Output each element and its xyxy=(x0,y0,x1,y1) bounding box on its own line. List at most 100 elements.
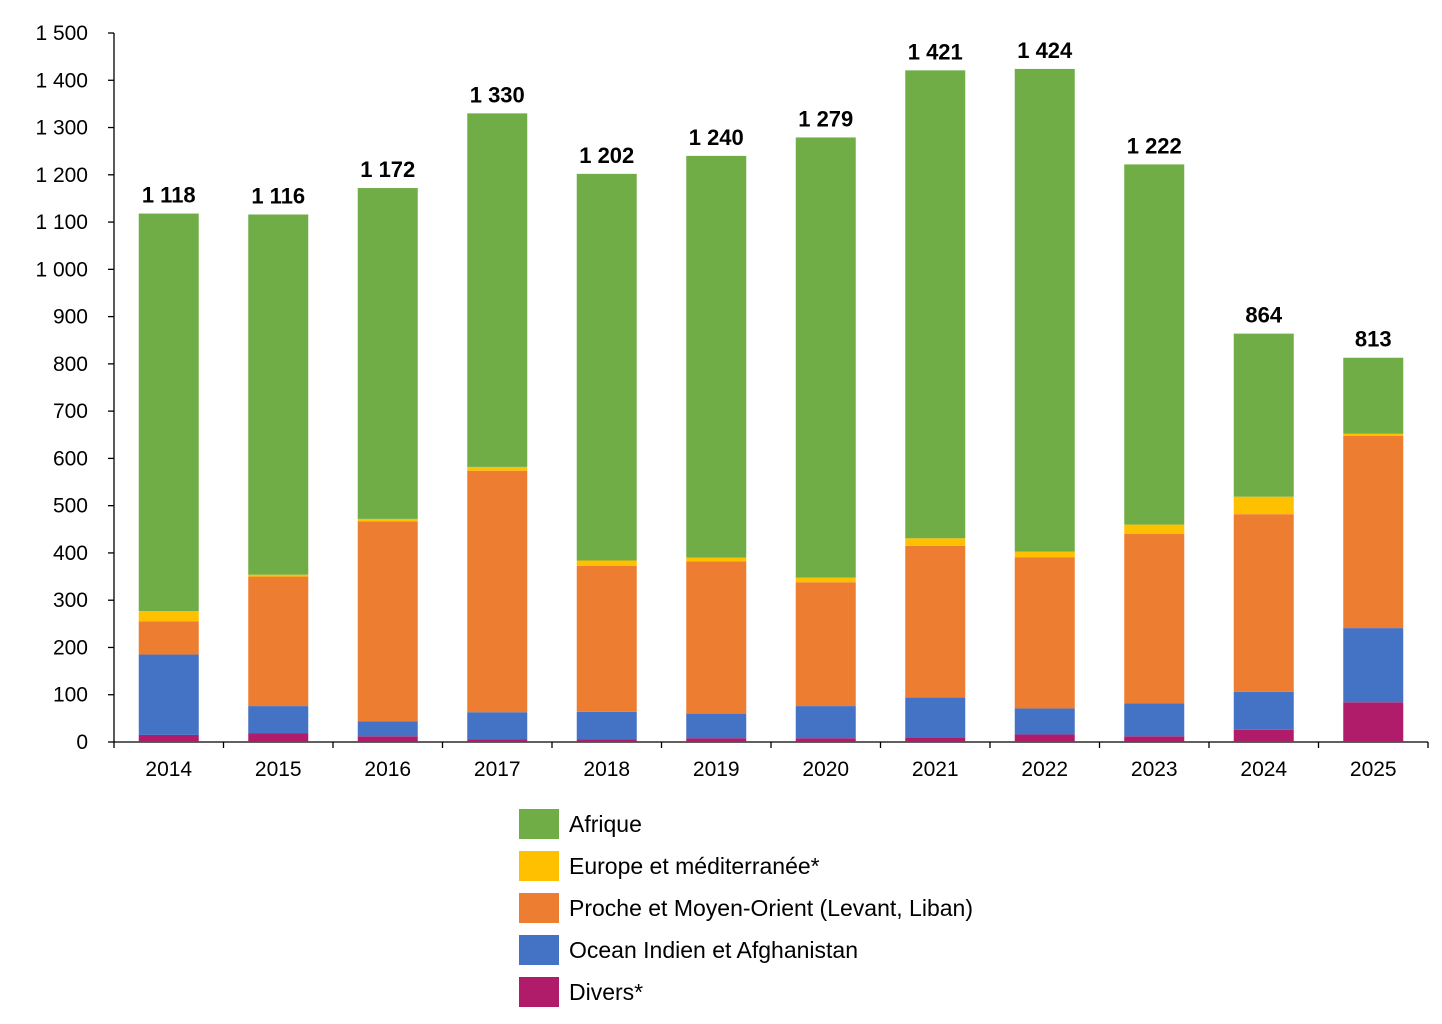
bar-segment xyxy=(467,470,528,713)
bar-segment xyxy=(467,113,528,467)
bar-segment xyxy=(357,518,418,522)
bar-segment xyxy=(248,574,309,577)
bar-segment xyxy=(795,582,856,707)
bar-total-label: 1 421 xyxy=(908,39,963,64)
bar-segment xyxy=(576,739,637,742)
bar-segment xyxy=(138,611,199,622)
bar-segment xyxy=(357,721,418,737)
x-tick-label: 2025 xyxy=(1350,758,1397,781)
y-tick-label: 500 xyxy=(53,495,88,518)
y-tick-label: 1 300 xyxy=(35,117,88,140)
bar-segment xyxy=(357,736,418,742)
legend-label: Proche et Moyen-Orient (Levant, Liban) xyxy=(569,894,973,921)
bar-segment xyxy=(138,213,199,612)
bar-segment xyxy=(467,739,528,742)
bar-segment xyxy=(686,738,747,742)
y-tick-label: 1 500 xyxy=(35,22,88,45)
x-tick-label: 2017 xyxy=(474,758,521,781)
bar-segment xyxy=(357,521,418,722)
bar-segment xyxy=(248,214,309,575)
bar-segment xyxy=(467,466,528,471)
bar-segment xyxy=(576,560,637,566)
bar-segment xyxy=(248,733,309,742)
bar-total-label: 1 330 xyxy=(470,82,525,107)
legend-item: Ocean Indien et Afghanistan xyxy=(519,929,973,971)
x-tick-label: 2020 xyxy=(802,758,849,781)
total-labels: 1 118 1 116 1 172 1 330 1 202 1 240 1 279 1 421… xyxy=(142,38,1392,352)
bar-segment xyxy=(795,738,856,742)
legend-swatch xyxy=(519,851,559,881)
legend-item: Divers* xyxy=(519,971,973,1013)
bar-segment xyxy=(686,557,747,562)
y-tick-label: 600 xyxy=(53,447,88,470)
bar-segment xyxy=(1343,702,1404,742)
bar-segment xyxy=(1014,734,1075,742)
legend-swatch xyxy=(519,935,559,965)
x-tick-label: 2023 xyxy=(1131,758,1178,781)
bar-segment xyxy=(138,734,199,742)
x-tick-label: 2014 xyxy=(145,758,192,781)
y-tick-label: 200 xyxy=(53,636,88,659)
legend-item: Proche et Moyen-Orient (Levant, Liban) xyxy=(519,887,973,929)
bar-segment xyxy=(1233,496,1294,515)
legend-label: Afrique xyxy=(569,810,642,837)
bar-segment xyxy=(905,545,966,698)
y-tick-label: 900 xyxy=(53,306,88,329)
bar-segment xyxy=(1233,729,1294,742)
y-tick-label: 1 000 xyxy=(35,258,88,281)
x-tick-label: 2021 xyxy=(912,758,959,781)
bar-segment xyxy=(576,711,637,740)
legend: Afrique Europe et méditerranée* Proche et … xyxy=(519,803,973,1013)
legend-swatch xyxy=(519,809,559,839)
y-tick-label: 1 400 xyxy=(35,69,88,92)
x-tick-label: 2015 xyxy=(255,758,302,781)
bar-total-label: 864 xyxy=(1245,303,1282,328)
bar-segment xyxy=(1343,435,1404,629)
bar-segment xyxy=(1014,708,1075,735)
bar-segment xyxy=(1124,736,1185,742)
bar-segment xyxy=(1014,557,1075,709)
x-axis: 2014 2015 2016 2017 2018 2019 2020 2021 2022 2023… xyxy=(113,741,1429,781)
legend-item: Afrique xyxy=(519,803,973,845)
bar-segment xyxy=(1124,164,1185,525)
bars xyxy=(138,68,1404,742)
bar-segment xyxy=(138,654,199,735)
bar-segment xyxy=(1233,333,1294,497)
stacked-bar-chart: 0 100 200 300 400 500 600 700 800 900 1 000 1 100 1 … xyxy=(35,22,1429,781)
x-tick-label: 2018 xyxy=(583,758,630,781)
bar-segment xyxy=(795,706,856,739)
bar-segment xyxy=(795,577,856,583)
bar-segment xyxy=(1343,433,1404,436)
bar-total-label: 813 xyxy=(1355,327,1392,352)
bar-segment xyxy=(905,538,966,546)
bar-segment xyxy=(357,188,418,519)
legend-label: Ocean Indien et Afghanistan xyxy=(569,936,858,963)
bar-segment xyxy=(1233,691,1294,730)
x-tick-label: 2024 xyxy=(1240,758,1287,781)
y-tick-label: 400 xyxy=(53,542,88,565)
bar-segment xyxy=(1014,68,1075,552)
legend-item: Europe et méditerranée* xyxy=(519,845,973,887)
bar-segment xyxy=(686,713,747,739)
legend-swatch xyxy=(519,977,559,1007)
bar-segment xyxy=(1124,534,1185,704)
bar-total-label: 1 118 xyxy=(142,183,196,208)
bar-segment xyxy=(576,565,637,712)
legend-label: Divers* xyxy=(569,978,644,1005)
bar-segment xyxy=(795,137,856,578)
y-tick-label: 1 200 xyxy=(35,164,88,187)
bar-segment xyxy=(905,697,966,738)
bar-segment xyxy=(905,737,966,742)
x-tick-label: 2022 xyxy=(1021,758,1068,781)
bar-segment xyxy=(248,576,309,707)
bar-segment xyxy=(138,621,199,655)
y-tick-label: 100 xyxy=(53,684,88,707)
bar-segment xyxy=(1343,357,1404,434)
x-tick-label: 2016 xyxy=(364,758,411,781)
bar-total-label: 1 172 xyxy=(360,157,415,182)
legend-label: Europe et méditerranée* xyxy=(569,852,820,879)
y-tick-label: 800 xyxy=(53,353,88,376)
y-axis: 0 100 200 300 400 500 600 700 800 900 1 000 1 100 1 … xyxy=(35,22,115,754)
legend-swatch xyxy=(519,893,559,923)
y-tick-label: 0 xyxy=(76,731,88,754)
